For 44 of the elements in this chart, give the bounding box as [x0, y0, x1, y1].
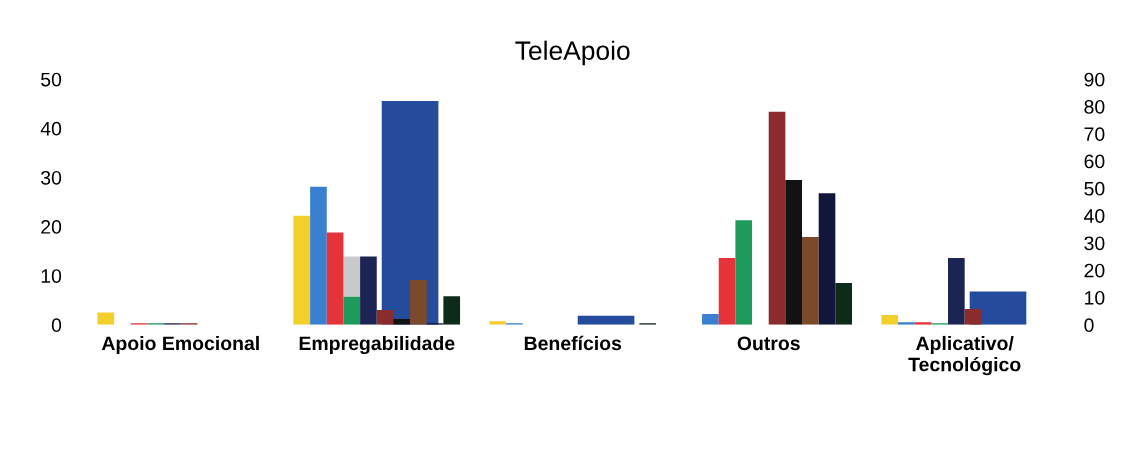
bar [818, 193, 836, 325]
bar [802, 236, 819, 325]
y2-tick-label: 70 [1084, 127, 1105, 142]
bar [381, 101, 439, 325]
bar [718, 258, 736, 325]
y2-tick-label: 0 [1084, 318, 1094, 333]
y2-tick-label: 20 [1084, 263, 1105, 278]
bar [785, 179, 803, 325]
y-tick-label: 50 [41, 72, 62, 87]
y2-tick-label: 60 [1084, 154, 1105, 169]
y2-tick-label: 80 [1084, 99, 1105, 114]
y2-tick-label: 10 [1085, 290, 1105, 305]
x-tick-label: Benefícios [524, 335, 622, 351]
y-tick-label: 30 [41, 170, 62, 185]
bar [97, 312, 115, 325]
y-tick-label: 10 [41, 269, 62, 283]
y-tick-label: 40 [40, 121, 62, 136]
bar [410, 280, 427, 325]
bar [881, 314, 899, 325]
bar [835, 283, 852, 325]
bar [293, 215, 311, 325]
bar [360, 256, 377, 325]
y-tick-label: 0 [51, 318, 62, 333]
bar [443, 296, 461, 325]
chart-title: TeleApoio [515, 40, 630, 66]
y2-tick-label: 30 [1084, 236, 1105, 251]
x-tick-label: Aplicativo/ Tecnológico [908, 335, 1021, 376]
x-tick-label: Outros [737, 336, 800, 351]
bar [326, 232, 344, 325]
y2-tick-label: 90 [1084, 72, 1105, 87]
bar [735, 220, 753, 325]
bar [768, 111, 786, 325]
x-tick-label: Empregabilidade [299, 335, 455, 355]
y-tick-label: 20 [41, 220, 62, 234]
bar [310, 186, 327, 325]
x-tick-label: Apoio Emocional [101, 335, 259, 355]
bar [343, 296, 361, 325]
y2-tick-label: 50 [1084, 181, 1105, 196]
bar [702, 314, 719, 325]
bar [964, 309, 982, 325]
bar [948, 258, 965, 325]
bar [343, 256, 361, 297]
y2-tick-label: 40 [1084, 209, 1105, 223]
bar [376, 310, 394, 325]
